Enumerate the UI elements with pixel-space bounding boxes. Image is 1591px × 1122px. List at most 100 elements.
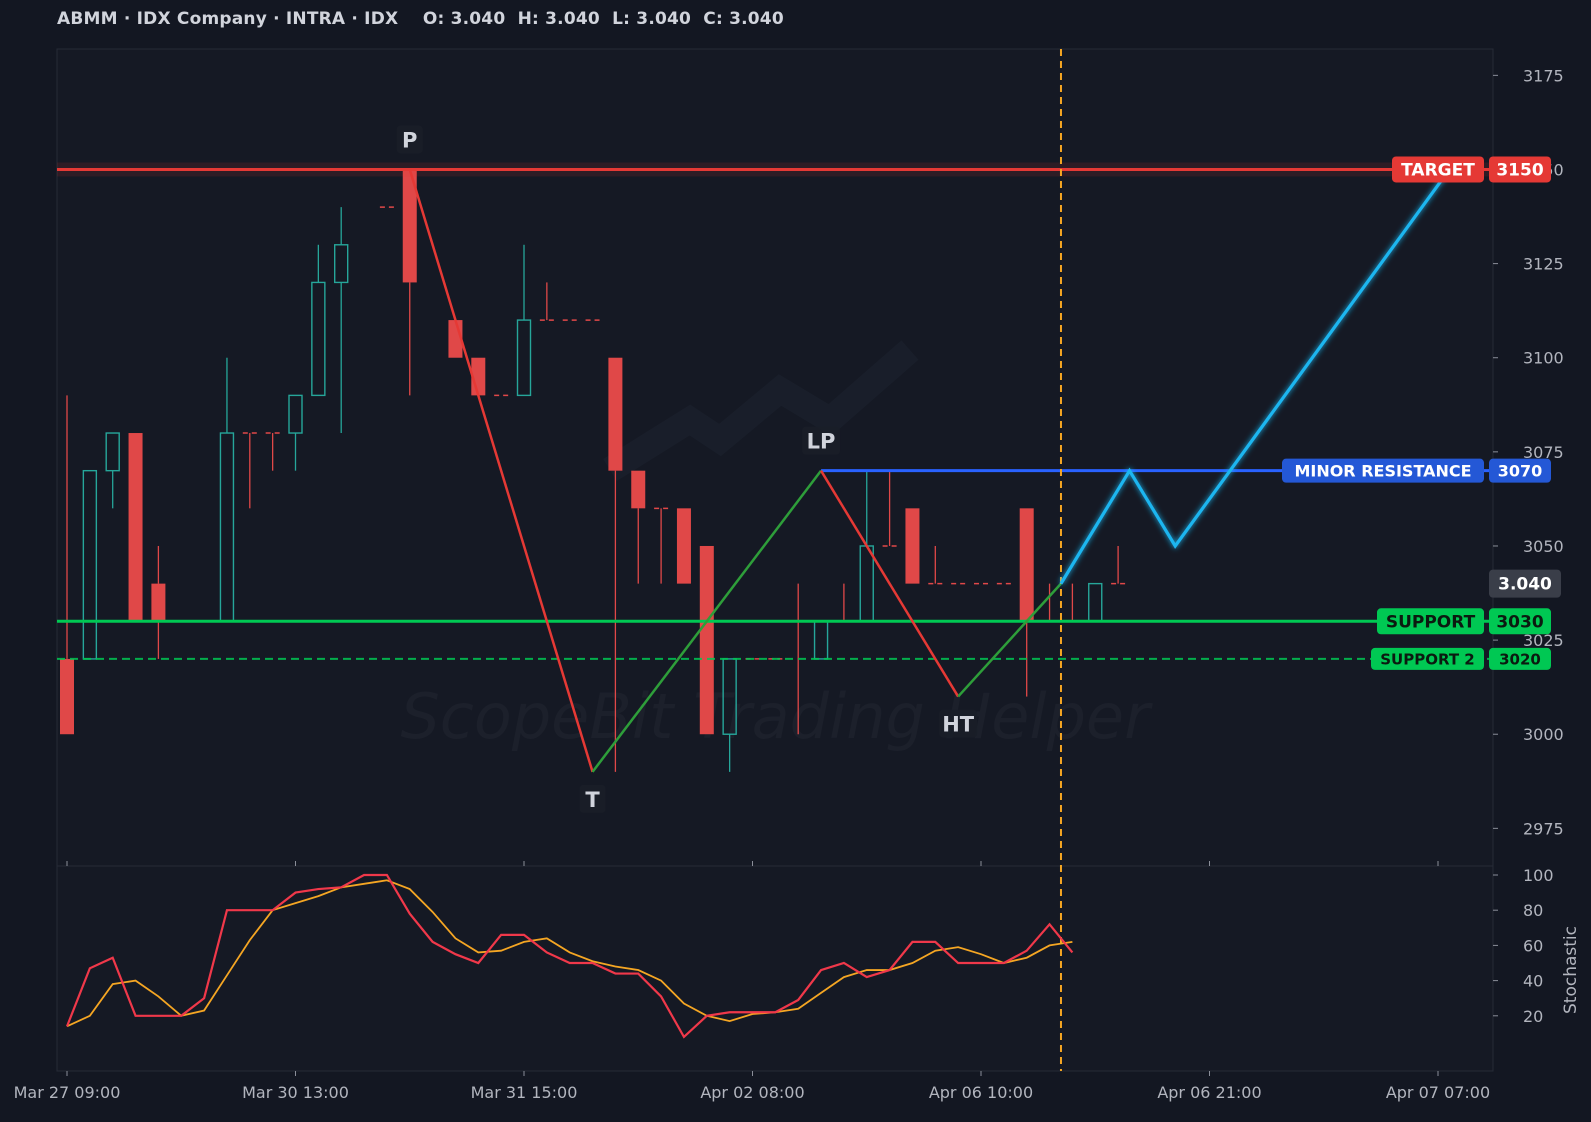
- stoch-tick-label: 80: [1523, 901, 1543, 920]
- price-tick-label: 3000: [1523, 725, 1564, 744]
- price-tag-minor-resistance-text: 3070: [1498, 461, 1543, 480]
- stoch-tick-label: 100: [1523, 866, 1554, 885]
- pivot-label-p: P: [402, 128, 417, 152]
- candle: [265, 432, 280, 471]
- last-price-tag: 3.040: [1489, 569, 1561, 598]
- candle-body: [516, 319, 532, 397]
- level-tag-target-text: TARGET: [1401, 161, 1475, 181]
- candle-body: [608, 357, 623, 471]
- candle: [676, 508, 691, 584]
- candle: [516, 244, 532, 397]
- zigzag-segment: [957, 582, 1062, 698]
- stochastic-k-line: [65, 873, 1074, 1039]
- candle: [105, 432, 120, 509]
- zigzag-segment: [819, 470, 960, 698]
- candle-body: [905, 508, 920, 584]
- level-tag-support-2-bg: [1371, 647, 1484, 670]
- price-tag-support: 3030: [1489, 608, 1551, 635]
- price-panel: [56, 48, 1494, 867]
- candle-body: [105, 432, 120, 472]
- projection-path: [1059, 168, 1451, 585]
- level-tag-target: TARGET: [1392, 156, 1484, 183]
- candle: [1111, 545, 1126, 585]
- price-tick-label: 3050: [1523, 537, 1564, 556]
- last-price-tag-bg: [1489, 569, 1561, 598]
- candle: [539, 282, 554, 321]
- price-tick-label: 3075: [1523, 443, 1564, 462]
- price-tag-support-2-bg: [1489, 647, 1551, 670]
- level-tag-minor-resistance: MINOR RESISTANCE: [1282, 458, 1484, 483]
- candle: [151, 545, 166, 659]
- time-tick-label: Mar 31 15:00: [471, 1083, 578, 1102]
- watermark-logo-icon: [603, 340, 919, 482]
- chart-header: ABMM · IDX Company · INTRA · IDX O: 3.04…: [57, 9, 784, 29]
- pivot-label-ht: HT: [942, 713, 975, 737]
- candle: [242, 432, 257, 509]
- level-tag-target-bg: [1392, 156, 1484, 183]
- stoch-tick-label: 40: [1523, 972, 1543, 991]
- time-tick-label: Mar 27 09:00: [14, 1083, 121, 1102]
- level-tag-minor-resistance-bg: [1282, 458, 1484, 483]
- stochastic-d-line: [66, 879, 1073, 1028]
- level-tag-support-2-text: SUPPORT 2: [1380, 650, 1475, 668]
- candle-body: [334, 244, 349, 284]
- candle-body: [60, 658, 74, 735]
- candle-body: [128, 433, 143, 622]
- price-tag-support-2: 3020: [1489, 647, 1551, 670]
- price-tick-label: 3175: [1523, 66, 1564, 85]
- price-tag-support-text: 3030: [1496, 612, 1543, 632]
- price-tag-target-text: 3150: [1496, 161, 1543, 181]
- price-tag-support-2-text: 3020: [1499, 650, 1541, 668]
- stochastic-panel: [56, 865, 1494, 1072]
- candle-body: [699, 545, 714, 735]
- candle: [928, 545, 943, 585]
- price-tick-label: 3100: [1523, 349, 1564, 368]
- pivot-label-bg: [579, 784, 606, 813]
- price-tag-support-bg: [1489, 608, 1551, 635]
- candle-body: [631, 470, 646, 509]
- price-tag-minor-resistance: 3070: [1489, 458, 1551, 483]
- candle: [722, 658, 737, 772]
- candle-body: [311, 281, 326, 397]
- price-tick-label: 3025: [1523, 631, 1564, 650]
- stochastic-axis-label: Stochastic: [1561, 926, 1581, 1014]
- pivot-label-bg: [802, 426, 841, 455]
- watermark-text: ScopeBit Trading Helper: [400, 680, 1153, 753]
- level-tag-minor-resistance-text: MINOR RESISTANCE: [1294, 461, 1471, 480]
- stoch-tick-label: 60: [1523, 936, 1543, 955]
- time-tick-label: Apr 06 21:00: [1157, 1083, 1261, 1102]
- candle-body: [402, 169, 417, 283]
- price-tick-label: 3125: [1523, 255, 1564, 274]
- candle: [334, 207, 349, 434]
- candle: [60, 395, 74, 735]
- level-target: [57, 162, 1493, 177]
- candle: [882, 470, 897, 547]
- last-price-tag-text: 3.040: [1498, 575, 1552, 595]
- time-tick-label: Apr 02 08:00: [700, 1083, 804, 1102]
- zigzag-segment: [408, 169, 594, 773]
- level-tag-support-bg: [1377, 608, 1484, 635]
- pivot-label-bg: [396, 125, 423, 154]
- symbol-title: ABMM · IDX Company · INTRA · IDX: [57, 9, 399, 29]
- level-tag-support: SUPPORT: [1377, 608, 1484, 635]
- price-tag-minor-resistance-bg: [1489, 458, 1551, 483]
- candle-body: [1019, 508, 1034, 622]
- candle: [288, 394, 303, 471]
- level-tag-support-2: SUPPORT 2: [1371, 647, 1484, 670]
- price-tick-label: 2975: [1523, 819, 1564, 838]
- pivot-label-bg: [939, 709, 978, 738]
- candle-body: [722, 658, 737, 735]
- candle: [128, 433, 143, 622]
- price-tag-target: 3150: [1489, 156, 1551, 183]
- stoch-tick-label: 20: [1523, 1007, 1543, 1026]
- candle: [631, 470, 646, 584]
- time-tick-label: Apr 06 10:00: [929, 1083, 1033, 1102]
- zigzag-segment: [591, 469, 823, 773]
- ohlc-readout: O: 3.040 H: 3.040 L: 3.040 C: 3.040: [422, 9, 784, 29]
- pivot-label-t: T: [585, 788, 600, 812]
- candle-body: [676, 508, 691, 584]
- candle-body: [151, 583, 166, 622]
- candle: [699, 545, 714, 735]
- candle: [905, 508, 920, 584]
